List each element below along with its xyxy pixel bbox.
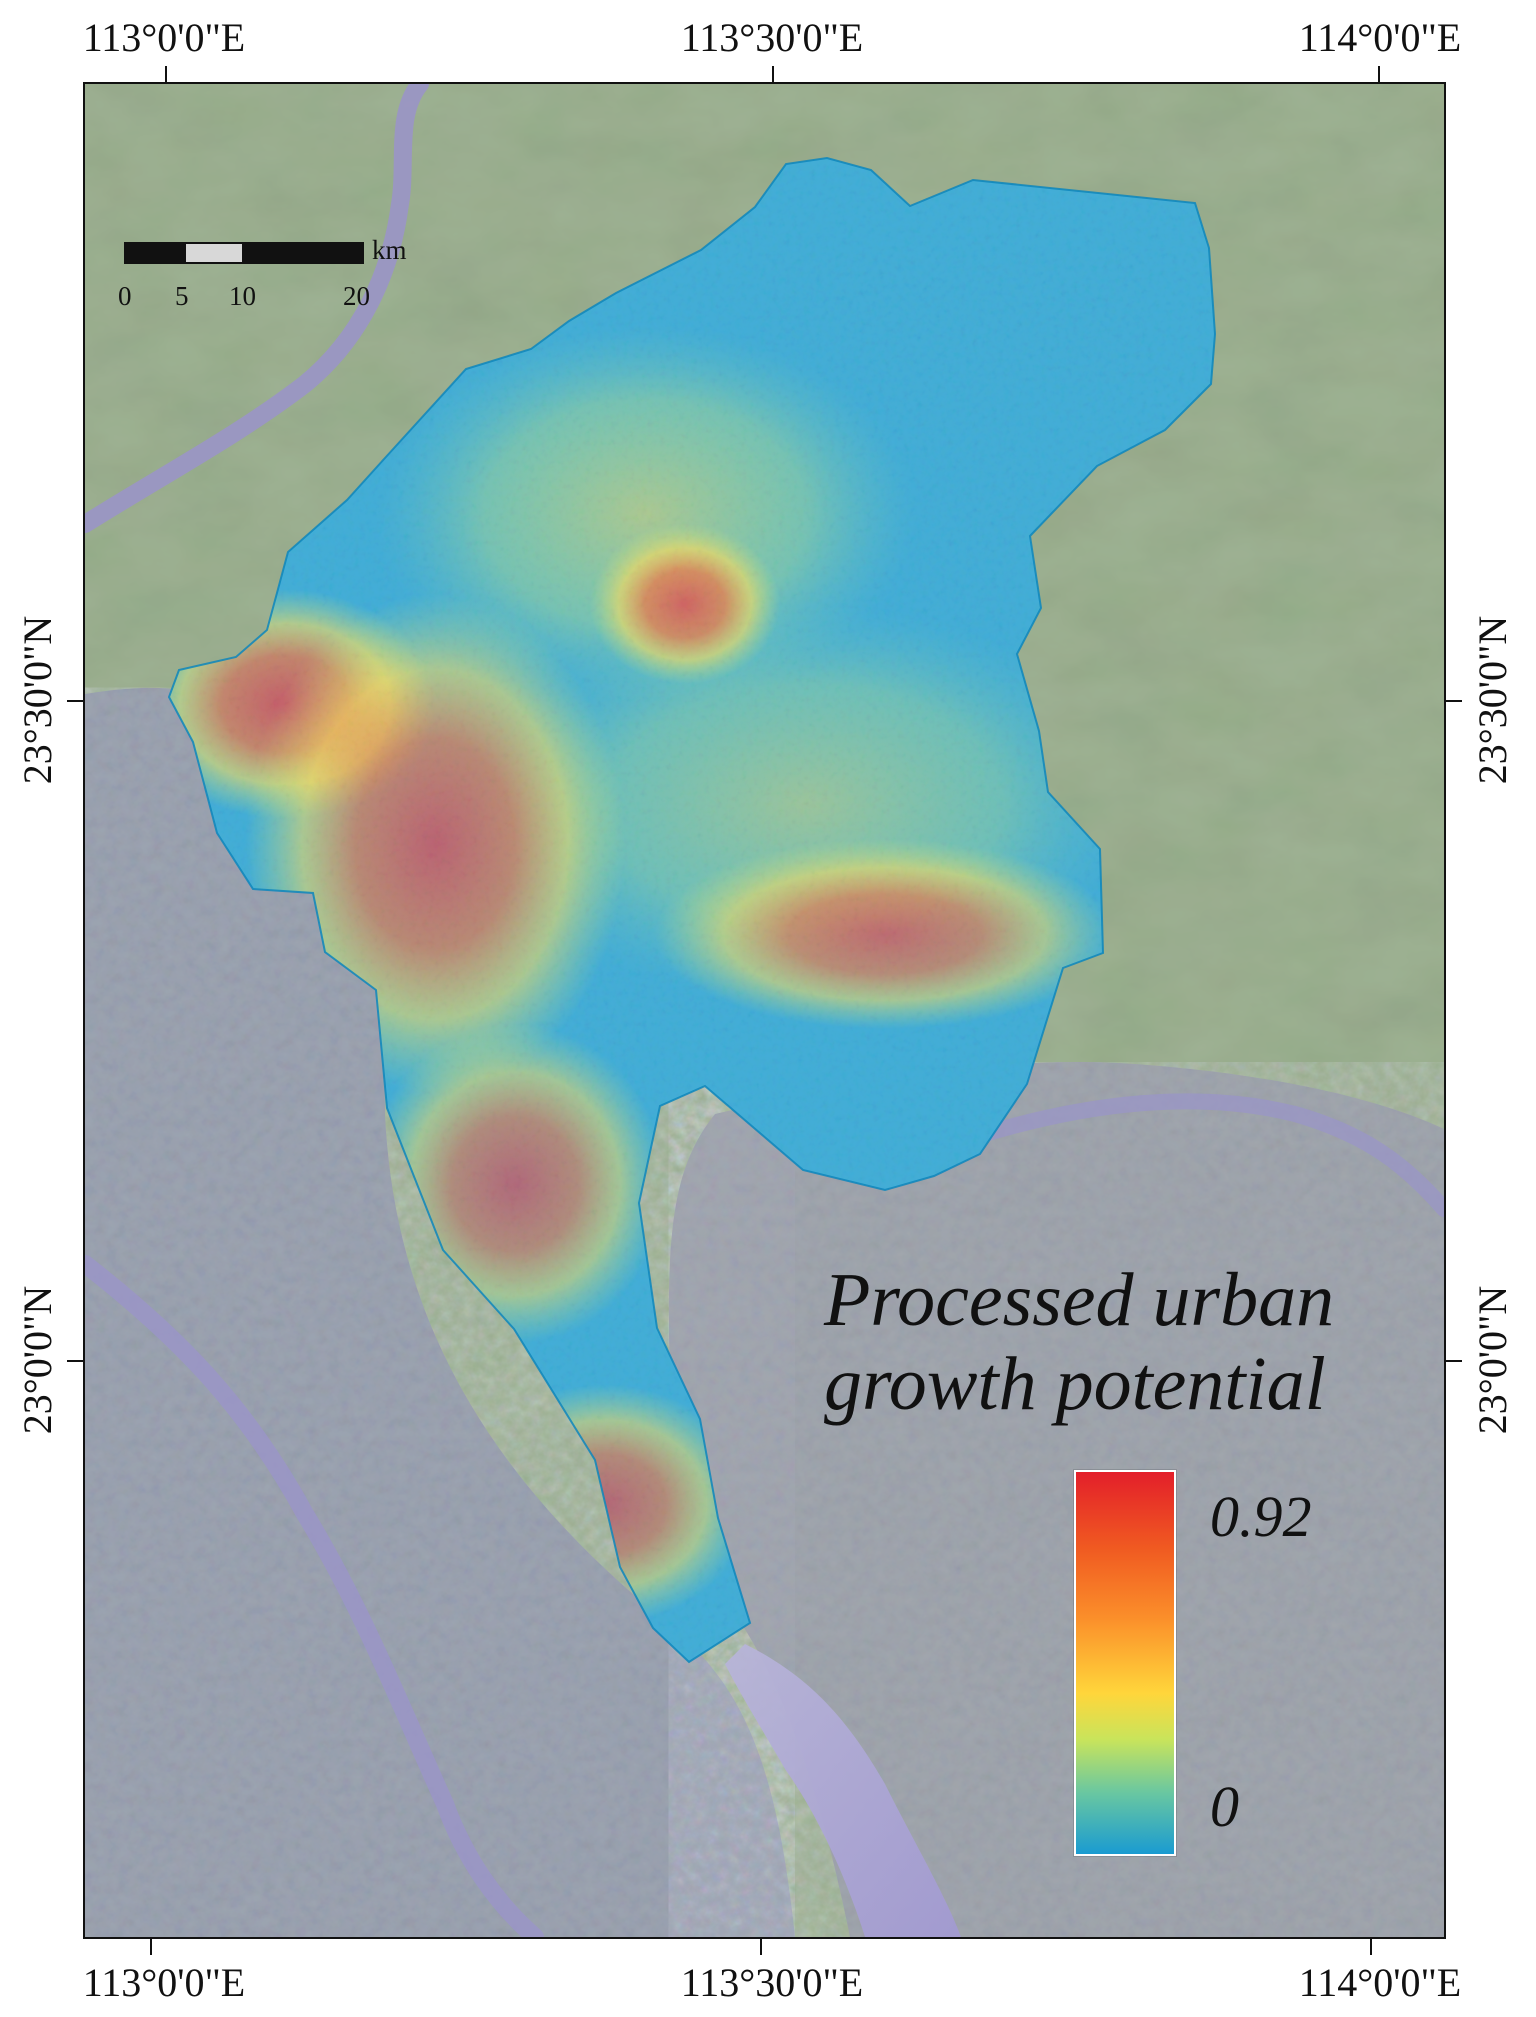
left-latitude-tick-23-30 [67,700,83,702]
bottom-longitude-label-113-30: 113°30'0"E [680,1960,864,2005]
legend-title-line-1: Processed urban [824,1258,1335,1342]
scale-label-5: 5 [175,281,189,311]
west-river [85,1255,544,1937]
left-latitude-tick-23-0 [67,1360,83,1362]
scale-segment-5-10 [186,244,242,262]
left-latitude-label-23-0: 23°0'0"N [15,1285,60,1435]
legend-title-line-2: growth potential [824,1342,1326,1426]
top-longitude-tick-113-30 [772,66,774,82]
bottom-longitude-tick-113-0 [150,1939,152,1955]
right-latitude-label-23-0: 23°0'0"N [1470,1285,1515,1435]
bottom-longitude-label-113-0: 113°0'0"E [82,1960,246,2005]
bottom-longitude-tick-114-0 [1370,1939,1372,1955]
right-latitude-label-23-30: 23°30'0"N [1470,615,1515,785]
bottom-longitude-tick-113-30 [760,1939,762,1955]
pearl-river-estuary [725,1644,961,1937]
top-longitude-label-114-0: 114°0'0"E [1298,15,1462,60]
scale-segment-0-5 [126,244,186,262]
top-longitude-tick-114-0 [1378,66,1380,82]
processed-urban-growth-potential-map [85,84,1444,1937]
scale-label-10: 10 [229,281,256,311]
legend-min-label: 0 [1210,1774,1239,1839]
scale-label-20: 20 [343,281,370,311]
scale-segment-10-20 [242,244,362,262]
bottom-longitude-label-114-0: 114°0'0"E [1298,1960,1462,2005]
top-longitude-tick-113-0 [165,66,167,82]
top-longitude-label-113-0: 113°0'0"E [82,15,246,60]
east-river [977,1093,1444,1217]
northwest-river [85,84,429,533]
scale-bar [124,242,364,264]
legend-title: Processed urban growth potential [824,1258,1414,1426]
top-longitude-label-113-30: 113°30'0"E [680,15,864,60]
southwest-urban-area [85,687,795,1937]
right-latitude-tick-23-30 [1446,700,1462,702]
legend-max-label: 0.92 [1210,1484,1312,1549]
study-region-boundary [167,156,1217,1664]
scale-unit-label: km [372,235,407,265]
right-latitude-tick-23-0 [1446,1360,1462,1362]
left-latitude-label-23-30: 23°30'0"N [15,615,60,785]
map-frame [83,82,1446,1939]
scale-label-0: 0 [118,281,132,311]
urban-growth-potential-color-ramp [1074,1470,1176,1856]
southeast-urban-area [668,1062,1444,1937]
